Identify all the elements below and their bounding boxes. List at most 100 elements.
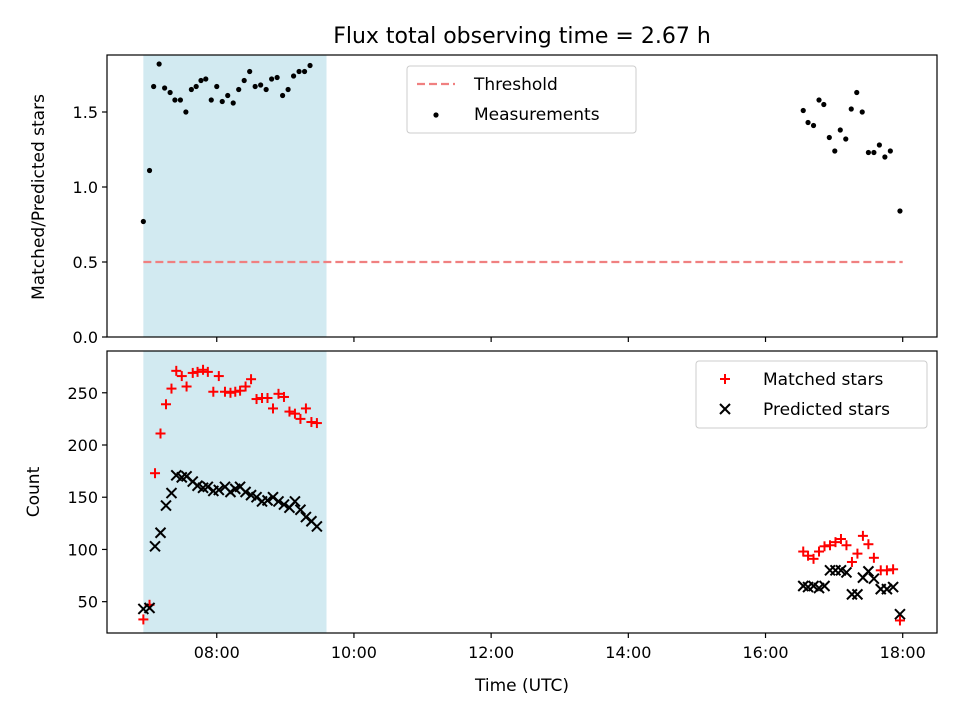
- ratio-legend-box: [406, 65, 637, 134]
- matched-stars-marker: [225, 387, 236, 398]
- matched-stars-marker: [814, 546, 825, 557]
- measurement-point: [843, 136, 849, 142]
- matched-stars-marker: [888, 564, 899, 575]
- bottom-axes-frame: [106, 350, 938, 634]
- measurement-point: [151, 83, 157, 90]
- ratio-panel: 0.0 0.5 1.0 1.5 Threshold Measurements: [73, 54, 938, 347]
- measurement-point: [887, 148, 893, 154]
- measurement-point: [236, 86, 242, 93]
- predicted-stars-marker: [213, 484, 225, 496]
- legend-measurements-label: Measurements: [474, 105, 600, 125]
- predicted-stars-marker: [154, 527, 167, 539]
- matched-stars-marker: [830, 537, 841, 548]
- matched-stars-marker: [219, 386, 230, 397]
- bottom-y-tick-label: 200: [67, 436, 98, 455]
- matched-stars-marker: [824, 540, 835, 551]
- matched-stars-marker: [160, 399, 171, 410]
- measurement-point: [214, 83, 220, 90]
- legend-matched-label: Matched stars: [763, 370, 883, 390]
- measurement-point: [208, 97, 214, 103]
- matched-stars-marker: [202, 366, 213, 377]
- matched-stars-marker: [213, 371, 224, 382]
- matched-stars-marker: [198, 364, 209, 375]
- matched-stars-marker: [166, 383, 177, 394]
- predicted-stars-marker-b: [245, 489, 257, 501]
- predicted-stars-marker: [868, 572, 880, 585]
- top-y-axis-label: Matched/Predicted stars: [29, 94, 49, 300]
- predicted-stars-marker-b: [289, 495, 301, 508]
- matched-stars-marker: [868, 552, 879, 563]
- predicted-stars-marker-b: [881, 583, 893, 595]
- measurement-point: [188, 86, 194, 93]
- x-tick-label: 10:00: [331, 643, 377, 662]
- matched-stars-marker: [863, 539, 874, 550]
- measurement-point: [230, 100, 236, 106]
- predicted-stars-marker-b: [851, 588, 864, 601]
- predicted-stars-marker: [165, 487, 178, 499]
- measurement-point: [837, 127, 843, 133]
- matched-stars-marker: [138, 614, 149, 625]
- matched-stars-marker: [295, 413, 306, 424]
- measurement-point: [263, 86, 269, 93]
- predicted-stars-marker-b: [305, 515, 318, 527]
- measurement-point: [167, 89, 173, 96]
- measurement-point: [241, 77, 247, 84]
- measurement-point: [225, 92, 231, 99]
- predicted-stars-marker-b: [272, 495, 285, 508]
- legend-predicted-label: Predicted stars: [763, 400, 890, 420]
- matched-stars-marker: [230, 386, 241, 397]
- predicted-stars-marker: [862, 565, 875, 578]
- legend-threshold-label: Threshold: [473, 75, 558, 95]
- measurement-point: [290, 73, 297, 79]
- matched-stars-marker: [208, 386, 219, 397]
- measurement-point: [280, 92, 286, 99]
- predicted-stars-marker-b: [894, 608, 906, 620]
- measurement-point: [805, 119, 811, 126]
- bottom-y-axis-label: Count: [24, 466, 44, 517]
- top-y-tick-label: 1.0: [73, 178, 98, 197]
- matched-stars-marker: [819, 541, 830, 552]
- measurement-point: [876, 142, 882, 148]
- measurement-point: [816, 97, 822, 103]
- predicted-stars-marker: [149, 540, 161, 553]
- measurement-point: [882, 154, 888, 160]
- predicted-stars-marker: [289, 495, 301, 508]
- matched-stars-marker: [306, 417, 317, 428]
- measurement-point: [274, 74, 280, 81]
- x-tick-label: 12:00: [468, 643, 514, 662]
- measurement-point: [810, 122, 817, 129]
- top-axes-frame: [106, 54, 938, 338]
- predicted-stars-marker-b: [840, 566, 853, 579]
- measurement-point: [193, 83, 199, 90]
- measurement-point: [854, 89, 860, 96]
- predicted-stars-marker-b: [862, 565, 875, 578]
- measurement-point: [219, 98, 225, 105]
- predicted-stars-marker-b: [294, 504, 307, 516]
- matched-stars-marker: [155, 428, 166, 439]
- count-legend-box: [695, 360, 928, 429]
- x-tick-label: 18:00: [880, 643, 926, 662]
- matched-stars-marker: [852, 548, 863, 559]
- predicted-stars-marker: [239, 486, 252, 498]
- matched-stars-marker: [835, 534, 846, 544]
- predicted-stars-marker-b: [170, 469, 182, 481]
- measurement-point: [826, 134, 832, 141]
- measurement-point: [203, 76, 209, 82]
- predicted-stars-marker: [311, 520, 323, 533]
- measurement-point: [252, 83, 258, 90]
- predicted-stars-marker: [160, 499, 172, 512]
- predicted-stars-marker: [894, 608, 906, 620]
- measurement-point: [140, 218, 146, 225]
- predicted-stars-marker: [887, 581, 899, 593]
- x-axis-label: Time (UTC): [474, 676, 569, 696]
- matched-stars-marker: [192, 366, 203, 377]
- matched-stars-marker: [803, 550, 814, 561]
- predicted-stars-marker-b: [234, 481, 246, 493]
- predicted-stars-marker: [294, 504, 307, 516]
- top-y-tick-label: 0.5: [73, 253, 98, 272]
- matched-stars-marker: [268, 403, 278, 414]
- top-y-tick-label: 0.0: [73, 328, 98, 347]
- measurement-point: [296, 68, 302, 75]
- measurement-point: [198, 77, 204, 84]
- predicted-stars-marker-b: [191, 480, 204, 492]
